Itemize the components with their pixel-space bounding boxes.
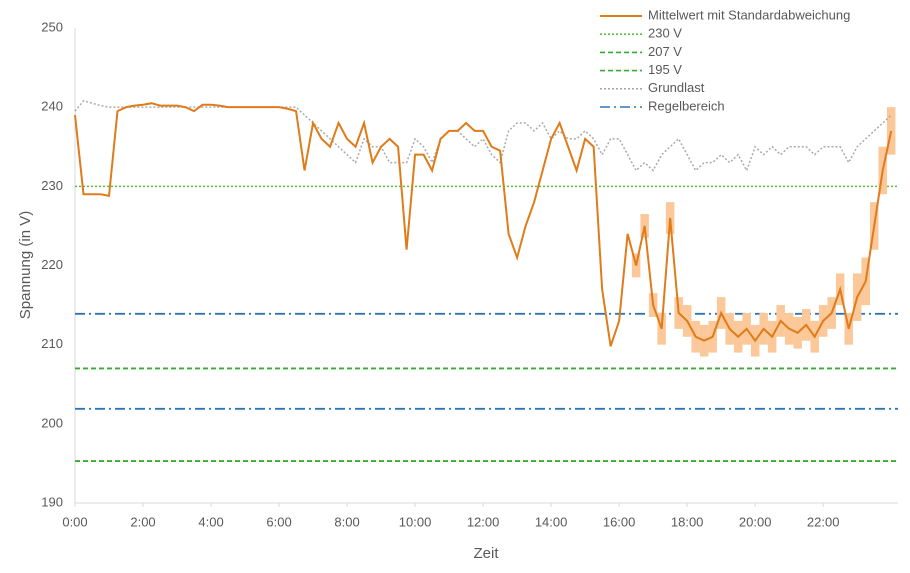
x-axis-label: Zeit [473,545,499,562]
x-tick-label: 0:00 [62,514,87,529]
x-tick-label: 18:00 [671,514,704,529]
y-tick-label: 230 [41,178,63,193]
std-band [886,107,896,155]
y-tick-label: 200 [41,415,63,430]
y-tick-label: 190 [41,494,63,509]
x-tick-label: 2:00 [130,514,155,529]
x-tick-label: 20:00 [739,514,772,529]
x-tick-label: 14:00 [535,514,568,529]
y-tick-label: 250 [41,19,63,34]
legend-label: Regelbereich [648,98,725,113]
x-tick-label: 6:00 [266,514,291,529]
y-tick-label: 240 [41,99,63,114]
legend-label: 195 V [648,62,682,77]
y-tick-label: 220 [41,257,63,272]
series-line [74,102,893,347]
y-axis-label: Spannung (in V) [17,211,34,319]
legend-label: 207 V [648,44,682,59]
legend-label: Grundlast [648,80,705,95]
legend-label: 230 V [648,26,682,41]
x-tick-label: 8:00 [334,514,359,529]
x-tick-label: 22:00 [807,514,840,529]
series-line [74,99,892,173]
x-tick-label: 10:00 [399,514,432,529]
x-tick-label: 16:00 [603,514,636,529]
legend-label: Mittelwert mit Standardabweichung [648,7,850,22]
y-tick-label: 210 [41,336,63,351]
x-tick-label: 4:00 [198,514,223,529]
x-tick-label: 12:00 [467,514,500,529]
